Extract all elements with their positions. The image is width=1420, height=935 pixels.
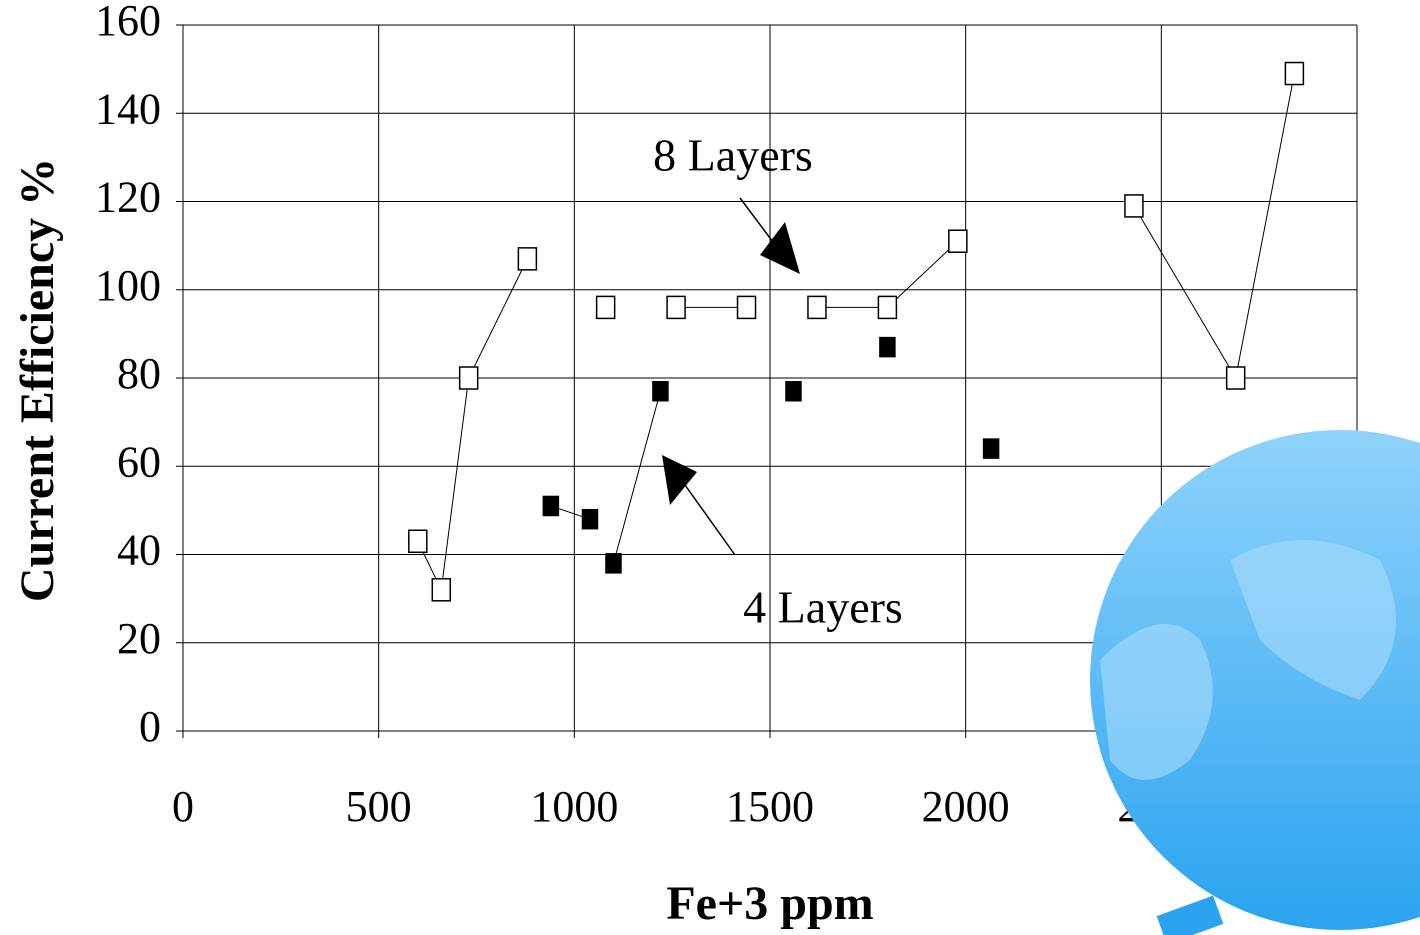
x-axis-title: Fe+3 ppm xyxy=(666,877,873,930)
y-tick-label: 160 xyxy=(95,0,161,45)
point xyxy=(458,366,479,390)
point xyxy=(785,380,802,402)
x-tick-label: 2000 xyxy=(922,782,1010,831)
point xyxy=(652,380,669,402)
y-tick-label: 20 xyxy=(117,614,161,663)
point xyxy=(877,295,898,320)
y-tick-label: 0 xyxy=(139,702,161,751)
series-label: 4 Layers xyxy=(743,582,903,633)
x-tick-label: 1500 xyxy=(726,782,814,831)
annotation-arrow xyxy=(679,477,736,556)
x-tick-label: 1000 xyxy=(530,782,618,831)
point xyxy=(408,529,428,554)
point xyxy=(595,295,616,320)
y-tick-label: 40 xyxy=(117,526,161,575)
point xyxy=(807,295,827,320)
x-tick-label: 0 xyxy=(172,782,194,831)
y-tick-label: 140 xyxy=(95,84,161,133)
point xyxy=(666,295,686,320)
point xyxy=(517,247,538,271)
point xyxy=(736,295,757,320)
point xyxy=(948,229,968,253)
point xyxy=(605,553,622,574)
point xyxy=(431,578,452,602)
point xyxy=(1225,366,1246,390)
y-tick-label: 120 xyxy=(95,173,161,222)
series-label: 8 Layers xyxy=(653,130,813,181)
series-line xyxy=(417,73,1295,592)
point xyxy=(581,508,599,530)
series-line xyxy=(551,391,991,563)
y-tick-label: 100 xyxy=(95,261,161,310)
plot xyxy=(408,61,1305,602)
point xyxy=(1284,61,1305,86)
annotation-arrowhead xyxy=(662,455,697,505)
y-tick-label: 60 xyxy=(117,437,161,486)
point xyxy=(879,336,896,358)
annotation-arrowhead xyxy=(760,222,800,274)
y-axis-title: Current Efficiency % xyxy=(11,158,64,602)
globe-land xyxy=(1100,540,1396,780)
globe-stand xyxy=(1156,895,1224,935)
point xyxy=(982,438,1000,459)
point xyxy=(1124,194,1144,218)
x-tick-label: 500 xyxy=(346,782,412,831)
point xyxy=(542,495,560,517)
y-tick-label: 80 xyxy=(117,349,161,398)
